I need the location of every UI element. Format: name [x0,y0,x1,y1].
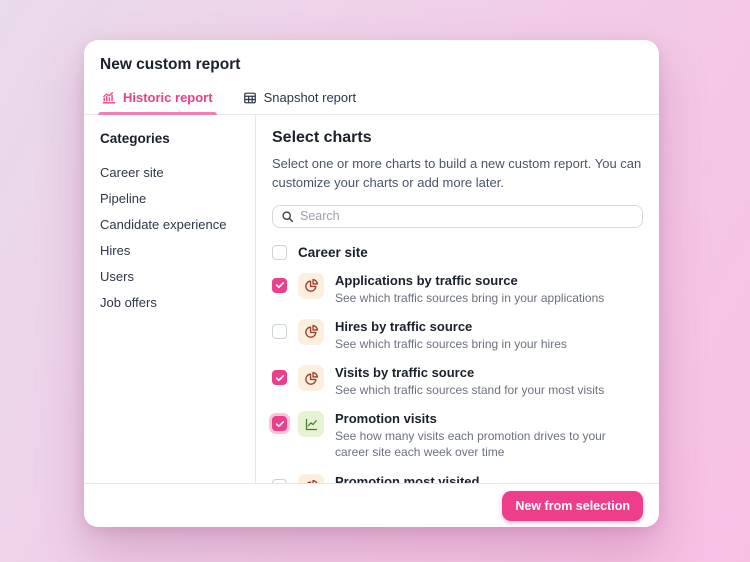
sidebar-item-candidate-experience[interactable]: Candidate experience [100,216,227,232]
chart-row-applications-by-traffic-source[interactable]: Applications by traffic source See which… [272,272,643,306]
chart-description: See which traffic sources bring in your … [335,336,567,351]
panel-description: Select one or more charts to build a new… [272,156,642,190]
sidebar-heading: Categories [100,131,170,146]
chart-title: Visits by traffic source [335,365,475,381]
chart-checkbox[interactable] [272,277,287,293]
modal-body: Categories Career site Pipeline Candidat… [84,115,659,525]
chart-search[interactable] [272,204,643,228]
modal-title: New custom report [100,56,241,73]
modal-header: New custom report [84,40,659,74]
chart-description: See which traffic sources stand for your… [335,383,605,398]
panel-title: Select charts [272,129,372,146]
chart-checkbox[interactable] [272,323,287,339]
pie-chart-icon [298,365,324,392]
modal-footer: New from selection [84,483,659,527]
select-charts-panel: Select charts Select one or more charts … [256,115,659,525]
chart-description: See how many visits each promotion drive… [335,429,606,460]
sidebar-item-job-offers[interactable]: Job offers [100,294,157,310]
chart-checkbox[interactable] [272,416,287,432]
chart-row-promotion-visits[interactable]: Promotion visits See how many visits eac… [272,411,643,460]
chart-description: See which traffic sources bring in your … [335,290,605,305]
section-label: Career site [298,244,368,260]
chart-row-hires-by-traffic-source[interactable]: Hires by traffic source See which traffi… [272,318,643,352]
sidebar-item-career-site[interactable]: Career site [100,164,164,180]
report-type-tabs: Historic report Snapshot report [84,86,659,115]
search-icon [281,210,294,223]
tab-historic-report[interactable]: Historic report [98,86,217,115]
chart-title: Hires by traffic source [335,318,473,334]
career-site-checkbox[interactable] [272,244,287,260]
sidebar-item-pipeline[interactable]: Pipeline [100,190,147,206]
line-chart-icon [102,91,116,105]
new-custom-report-modal: New custom report Historic report Snapsh… [84,40,659,527]
chart-checkbox[interactable] [272,370,287,386]
search-input[interactable] [300,209,634,224]
categories-sidebar: Categories Career site Pipeline Candidat… [84,115,256,483]
sidebar-item-hires[interactable]: Hires [100,242,131,258]
sidebar-item-users[interactable]: Users [100,268,134,284]
table-icon [243,91,257,105]
line-chart-icon [298,411,324,438]
chart-title: Applications by traffic source [335,272,518,288]
new-from-selection-button[interactable]: New from selection [502,490,643,521]
pie-chart-icon [298,318,324,345]
chart-title: Promotion visits [335,411,437,427]
tab-snapshot-report[interactable]: Snapshot report [241,86,359,114]
pie-chart-icon [298,272,324,299]
chart-row-visits-by-traffic-source[interactable]: Visits by traffic source See which traff… [272,365,643,398]
tab-label: Snapshot report [263,90,357,105]
career-site-section-row: Career site [272,244,643,260]
tab-label: Historic report [123,90,213,105]
